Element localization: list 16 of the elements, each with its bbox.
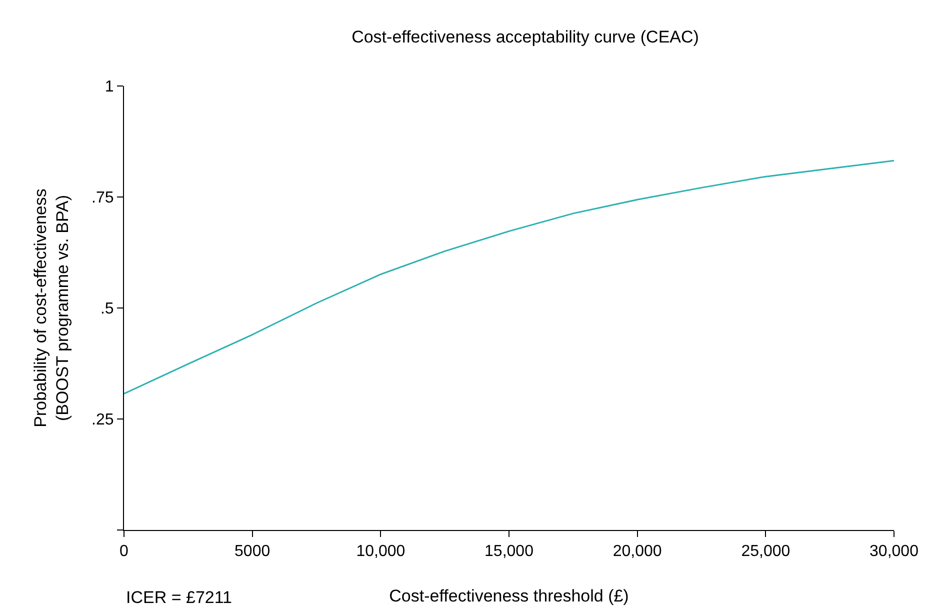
x-axis-title: Cost-effectiveness threshold (£) <box>389 586 629 606</box>
text: ICER = £7211 <box>126 588 232 607</box>
x-tick-label: 20,000 <box>612 543 662 560</box>
y-axis-title: Probability of cost-effectiveness (BOOST programme vs. BPA) <box>31 188 72 428</box>
chart-title: Cost-effectiveness acceptability curve (CEAC) <box>352 28 699 47</box>
x-tick-label: 10,000 <box>356 543 406 560</box>
x-tick-label: 25,000 <box>741 543 790 560</box>
x-tick-label: 30,000 <box>870 543 919 560</box>
y-tick-label: 1 <box>104 78 114 96</box>
x-tick-label: 15,000 <box>484 543 534 560</box>
x-tick-label: 5000 <box>234 543 270 560</box>
y-tick-label: .5 <box>100 300 114 318</box>
line-series <box>124 160 894 394</box>
y-tick-label: .25 <box>92 412 114 429</box>
y-tick-label: .75 <box>92 190 114 207</box>
x-tick-label: 0 <box>120 543 129 560</box>
